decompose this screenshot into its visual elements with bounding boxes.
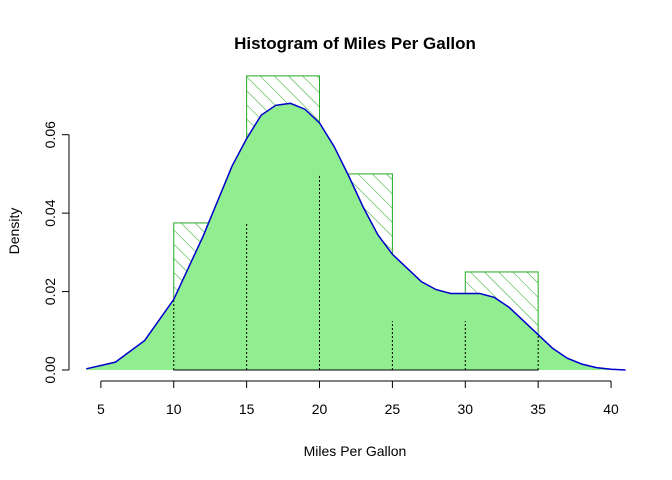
x-tick-label: 40 [603, 401, 619, 417]
x-axis: 5 10 15 20 25 30 35 40 [97, 380, 619, 417]
x-axis-label: Miles Per Gallon [304, 443, 407, 459]
chart-title: Histogram of Miles Per Gallon [234, 34, 476, 53]
y-axis: 0.00 0.02 0.04 0.06 [42, 121, 70, 384]
x-tick-label: 15 [239, 401, 255, 417]
x-tick-label: 35 [530, 401, 546, 417]
density-fill [86, 103, 626, 370]
x-tick-label: 20 [312, 401, 328, 417]
x-tick-label: 30 [457, 401, 473, 417]
y-tick-label: 0.06 [42, 121, 58, 148]
y-tick-label: 0.04 [42, 199, 58, 226]
y-tick-label: 0.02 [42, 278, 58, 305]
x-tick-label: 5 [97, 401, 105, 417]
density-curve [86, 102, 626, 371]
x-tick-label: 10 [166, 401, 182, 417]
x-tick-label: 25 [385, 401, 401, 417]
y-tick-label: 0.00 [42, 356, 58, 383]
y-axis-label: Density [6, 208, 22, 255]
bin-boundary-lines [173, 173, 539, 371]
